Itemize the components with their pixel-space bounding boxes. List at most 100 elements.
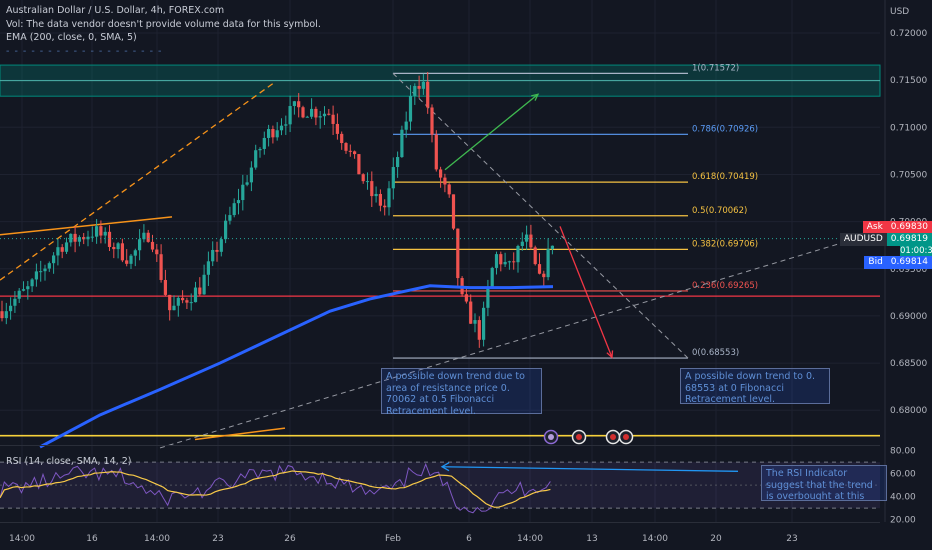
candle-body (39, 271, 43, 273)
candle-body (172, 305, 176, 311)
candle-body (4, 311, 8, 319)
candle-body (430, 107, 434, 135)
time-tick-label: 26 (284, 534, 296, 544)
candle-body (447, 184, 451, 195)
candle-body (26, 286, 30, 290)
candle-body (305, 116, 309, 118)
symbol-tag: AUDUSD 0.69819 (839, 233, 932, 246)
candle-body (155, 249, 159, 255)
green-arrow-head (531, 93, 540, 101)
candle-body (254, 150, 258, 168)
candle-body (387, 188, 391, 208)
candle-body (340, 133, 344, 144)
candle-body (107, 231, 112, 247)
candle-body (413, 86, 417, 96)
candle-body (34, 271, 38, 280)
ema-indicator-label[interactable]: EMA (200, close, 0, SMA, 5) (6, 32, 137, 43)
price-tick-label: 0.71500 (890, 76, 927, 86)
candle-body (314, 108, 318, 118)
chart-title: Australian Dollar / U.S. Dollar, 4h, FOR… (6, 5, 225, 16)
candle-body (9, 305, 13, 312)
candle-body (537, 264, 542, 274)
time-tick-label: 23 (212, 534, 223, 544)
candle-body (542, 273, 546, 278)
last-price-value: 0.69819 (886, 233, 932, 246)
candle-body (546, 249, 550, 278)
candle-body (490, 267, 494, 288)
candle-body (133, 250, 137, 256)
candle-body (383, 205, 387, 208)
grey-dashed-support-trendline (159, 239, 851, 449)
right-annotation[interactable]: A possible down trend to 0. 68553 at 0 F… (680, 368, 830, 405)
candle-body (129, 255, 133, 264)
candle-body (443, 177, 447, 185)
candle-body (176, 297, 180, 306)
candle-body (43, 268, 47, 272)
price-tick-label: 0.72000 (890, 29, 927, 39)
candle-body (125, 260, 129, 264)
rsi-annotation[interactable]: The RSI Indicator suggest that the trend… (761, 465, 887, 501)
fib-level-label: 1(0.71572) (692, 63, 739, 73)
legend-collapse-dots[interactable]: - - - - - - - - - - - - - - - - - - - (6, 45, 163, 57)
candle-body (439, 169, 443, 178)
candle-body (77, 237, 81, 242)
time-tick-label: 13 (586, 534, 597, 544)
bid-value: 0.69814 (886, 256, 932, 269)
candle-body (271, 128, 275, 138)
candle-body (408, 95, 413, 122)
candle-body (206, 261, 210, 275)
fib-level-label: 0(0.68553) (692, 348, 739, 358)
candle-body (520, 241, 524, 246)
event-icons[interactable] (543, 429, 634, 445)
ema-line (39, 284, 554, 449)
candle-body (249, 167, 253, 183)
candle-body (224, 220, 228, 240)
trend-lines[interactable] (0, 81, 851, 449)
candle-body (525, 234, 529, 242)
candle-body (344, 143, 348, 151)
time-tick-label: 14:00 (144, 534, 170, 544)
candle-body (30, 279, 34, 287)
price-tick-label: 0.69000 (890, 312, 927, 322)
candle-body (245, 182, 249, 185)
left-annotation[interactable]: A possible down trend due to area of res… (381, 368, 542, 417)
candle-body (494, 254, 499, 268)
candle-body (146, 232, 150, 242)
candle-body (17, 290, 21, 299)
symbol-label: AUDUSD (839, 233, 887, 246)
time-tick-label: 20 (710, 534, 722, 544)
rsi-indicator-label[interactable]: RSI (14, close, SMA, 14, 2) (6, 456, 132, 467)
candle-body (112, 246, 116, 250)
candle-body (331, 114, 335, 124)
candle-body (138, 239, 142, 251)
candle-body (322, 113, 327, 117)
candle-body (550, 245, 554, 250)
price-tick-label: 0.69500 (890, 265, 927, 275)
candle-body (404, 121, 408, 130)
candle-body (292, 101, 296, 107)
us-flag-icon-inner (623, 434, 629, 440)
red-arrow (559, 226, 613, 358)
candle-body (288, 106, 292, 125)
candle-body (0, 311, 4, 319)
candle-body (512, 261, 516, 263)
candle-body (181, 297, 185, 301)
rsi-arrow (441, 466, 739, 472)
candle-body (241, 184, 245, 201)
candle-body (142, 232, 146, 240)
candle-body (232, 203, 236, 216)
ask-label: Ask (862, 221, 887, 234)
arrows[interactable] (444, 93, 614, 359)
fib-level-label: 0.786(0.70926) (692, 124, 758, 134)
au-flag-icon-inner (610, 434, 616, 440)
fibonacci-retracement[interactable]: 1(0.71572) 0.786(0.70926) 0.618(0.70419) 0.… (392, 63, 758, 359)
candle-body (215, 249, 219, 252)
candle-body (361, 174, 365, 182)
candle-body (99, 226, 103, 236)
bid-label: Bid (864, 256, 887, 269)
time-tick-label: 23 (786, 534, 797, 544)
orange-line-bottom (194, 427, 286, 441)
time-tick-label: 16 (86, 534, 98, 544)
candle-body (13, 298, 17, 306)
